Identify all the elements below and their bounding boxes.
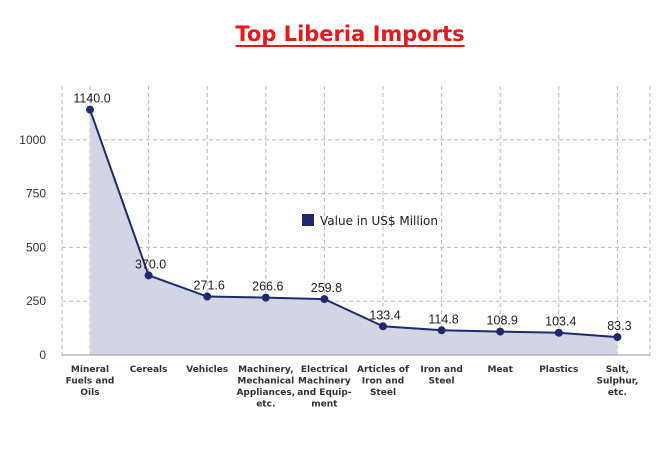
- x-tick-label: Mineral Fuels and Oils: [66, 365, 115, 398]
- y-tick-label: 1000: [19, 133, 46, 147]
- grid-lines: [61, 86, 651, 355]
- data-label: 370.0: [135, 257, 166, 271]
- data-label: 259.8: [311, 281, 342, 295]
- data-labels: 1140.0 370.0 271.6 266.6 259.8 133.4 114.8 108.…: [73, 92, 631, 333]
- x-tick-label: Salt, Sulphur, etc.: [597, 365, 639, 398]
- x-tick-label: Machinery, Mechanical Appliances, etc.: [236, 365, 295, 410]
- data-point: [379, 322, 387, 331]
- y-tick-label: 750: [26, 187, 46, 201]
- data-point: [261, 293, 270, 302]
- data-label: 1140.0: [73, 92, 110, 106]
- data-label: 108.9: [487, 314, 518, 328]
- legend-label: Value in US$ Million: [320, 214, 438, 228]
- x-tick-label: Electrical Machinery and Equip-ment: [297, 365, 352, 410]
- y-tick-label: 500: [26, 240, 46, 254]
- x-tick-label: Iron and Steel: [420, 365, 462, 387]
- chart-title: Top Liberia Imports: [235, 22, 465, 46]
- y-tick-label: 250: [26, 294, 46, 308]
- legend-swatch: [302, 214, 314, 226]
- data-point: [320, 295, 329, 304]
- y-tick-label: 0: [39, 348, 46, 362]
- data-label: 114.8: [428, 312, 458, 326]
- data-point: [554, 328, 563, 337]
- data-label: 133.4: [369, 308, 400, 322]
- series-area: [90, 109, 618, 355]
- x-tick-label: Vehicles: [186, 365, 228, 375]
- data-label: 271.6: [194, 279, 225, 293]
- data-label: 83.3: [607, 319, 631, 333]
- x-tick-label: Cereals: [130, 365, 168, 375]
- data-label: 103.4: [545, 315, 576, 329]
- data-point: [496, 327, 505, 336]
- x-tick-label: Meat: [487, 365, 513, 375]
- data-point: [203, 292, 212, 301]
- x-tick-labels: Mineral Fuels and Oils Cereals Vehicles Machi…: [66, 365, 639, 410]
- data-point: [437, 326, 446, 335]
- x-tick-label: Plastics: [539, 365, 578, 375]
- data-point: [144, 271, 153, 280]
- y-tick-labels: 0 250 500 750 1000: [19, 133, 46, 362]
- data-label: 266.6: [252, 280, 283, 294]
- x-tick-label: Articles of Iron and Steel: [357, 365, 409, 398]
- data-point: [86, 105, 94, 114]
- series-line: [89, 109, 618, 339]
- series-points: [86, 105, 622, 342]
- legend: Value in US$ Million: [302, 214, 438, 228]
- data-point: [613, 333, 622, 342]
